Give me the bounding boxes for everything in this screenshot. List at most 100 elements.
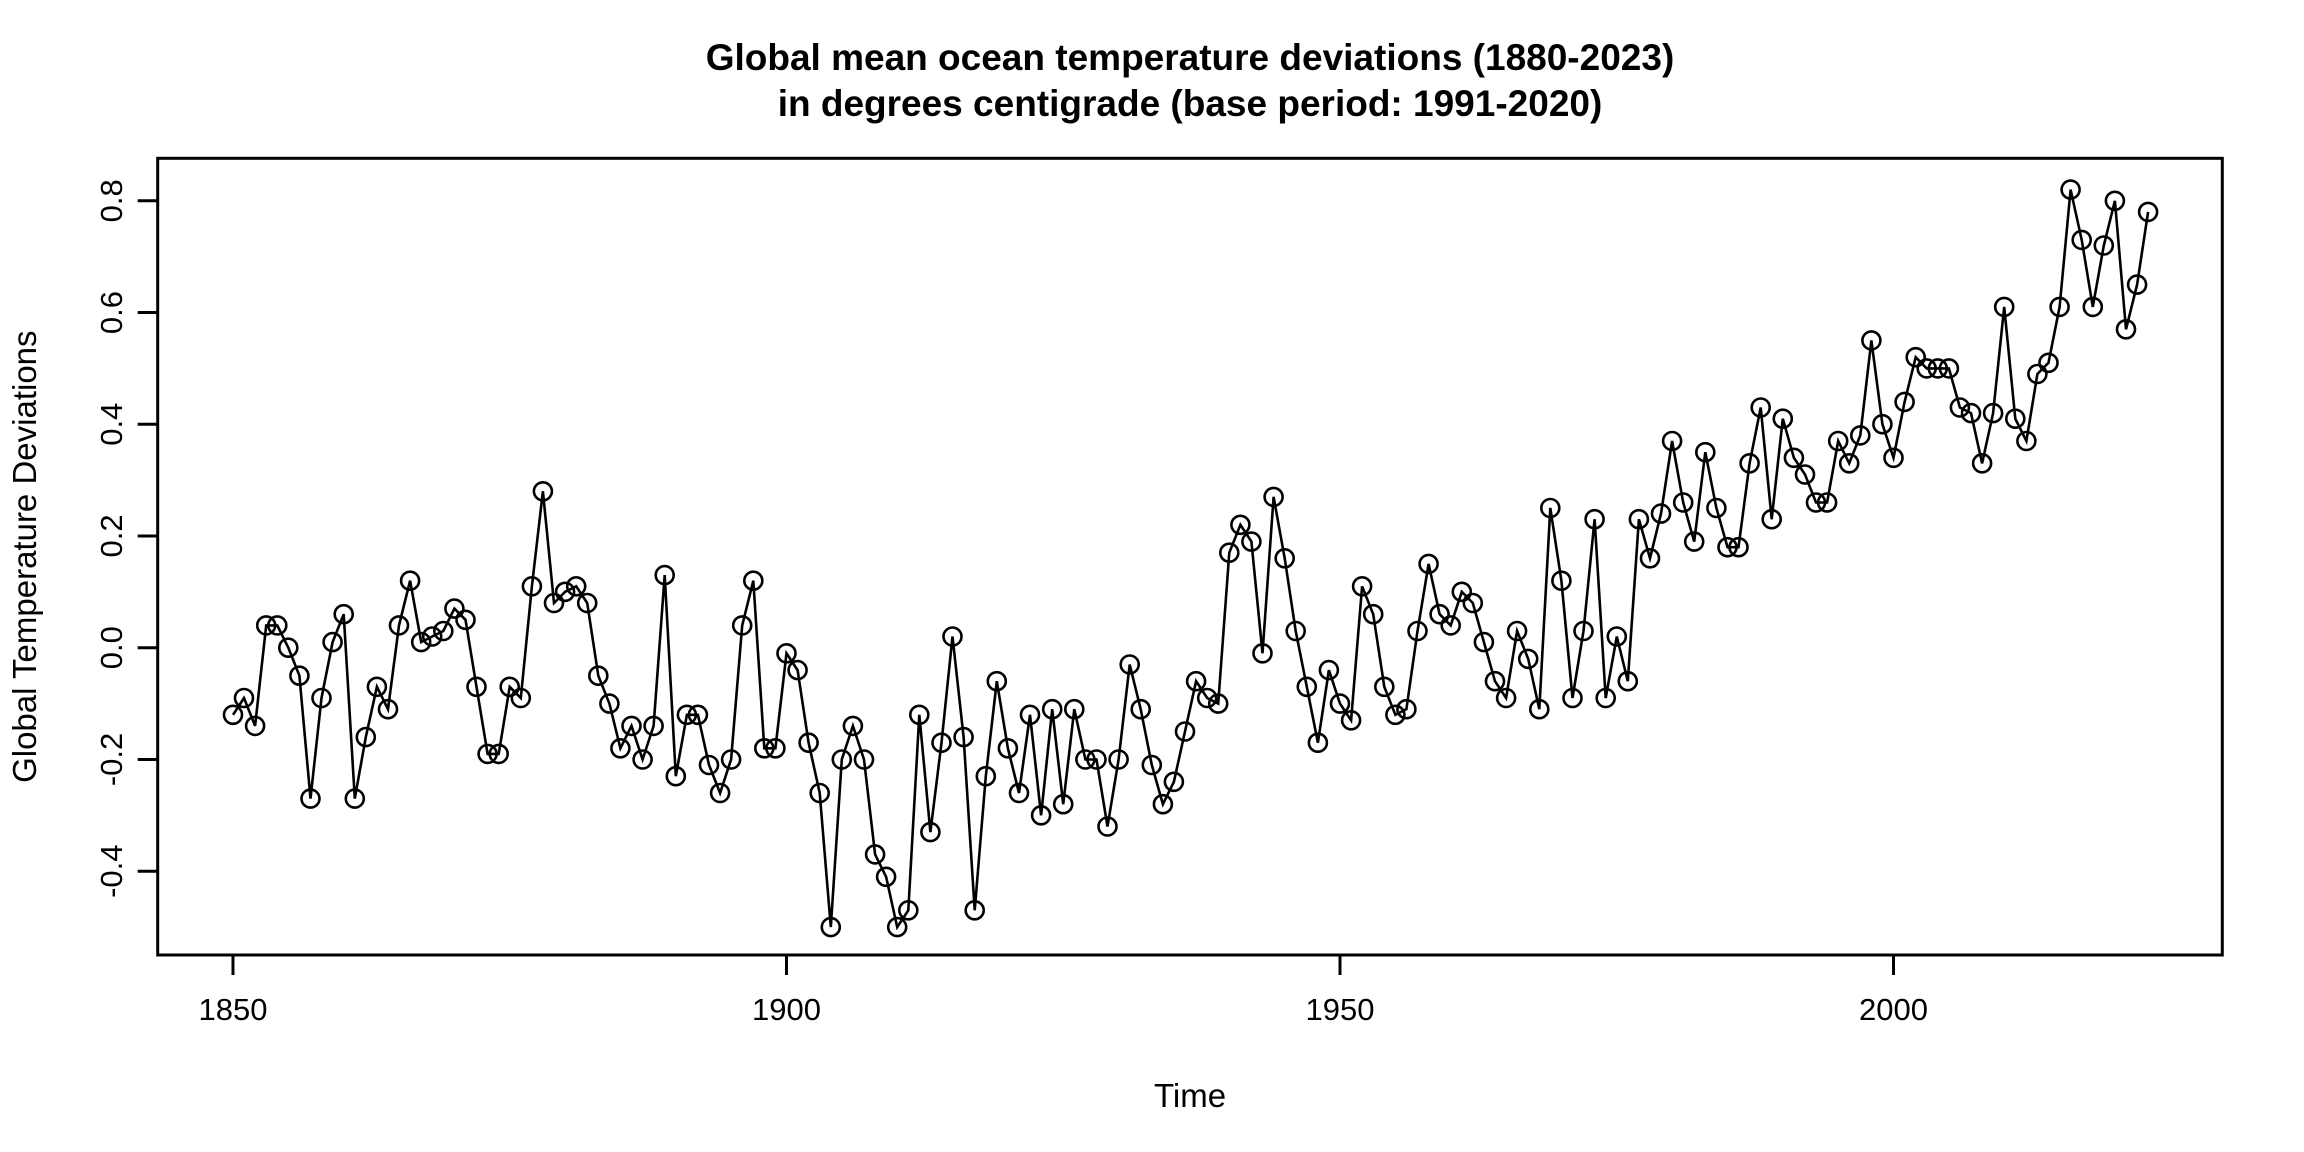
data-point xyxy=(289,665,310,687)
data-point xyxy=(432,620,454,642)
chart-title-line2: in degrees centigrade (base period: 1991… xyxy=(778,83,1603,124)
data-point xyxy=(897,899,919,921)
data-point xyxy=(1661,430,1683,452)
data-point xyxy=(255,615,277,636)
data-point xyxy=(366,676,388,698)
data-point xyxy=(532,480,554,502)
data-point xyxy=(1473,631,1495,653)
data-point xyxy=(2027,363,2048,385)
data-point xyxy=(842,715,864,737)
data-point xyxy=(266,615,288,636)
data-point xyxy=(1296,676,1318,698)
data-point xyxy=(698,754,720,776)
data-point xyxy=(1982,402,2004,424)
data-point xyxy=(1562,687,1583,709)
data-point xyxy=(820,916,842,938)
data-point xyxy=(643,715,664,737)
data-point xyxy=(455,609,476,631)
data-point xyxy=(565,575,587,597)
data-point xyxy=(1219,542,1240,564)
data-point xyxy=(377,698,399,720)
data-point xyxy=(1617,670,1639,692)
data-point xyxy=(2137,201,2159,223)
data-point xyxy=(1750,397,1771,418)
data-point xyxy=(886,916,908,938)
data-point xyxy=(1418,553,1439,575)
data-point xyxy=(2038,352,2059,374)
data-point xyxy=(1130,698,1151,720)
data-point xyxy=(1772,408,1794,430)
data-point xyxy=(543,592,565,614)
data-point xyxy=(798,732,819,754)
data-point xyxy=(1905,346,1926,368)
data-point xyxy=(908,704,930,726)
data-point xyxy=(2005,408,2026,430)
data-point xyxy=(1174,721,1196,742)
data-point xyxy=(1075,749,1096,770)
x-axis-tick-label: 1850 xyxy=(198,992,267,1027)
data-point xyxy=(621,715,642,737)
data-point xyxy=(355,726,377,748)
data-point xyxy=(1407,620,1428,642)
data-point xyxy=(1739,452,1760,474)
y-axis-tick-label: -0.2 xyxy=(94,733,129,786)
data-point xyxy=(1451,581,1473,603)
data-point xyxy=(1506,620,1528,642)
data-point xyxy=(488,743,510,765)
data-point xyxy=(1008,782,1030,804)
data-point xyxy=(599,693,620,714)
data-point xyxy=(300,788,321,809)
data-point xyxy=(1462,592,1484,614)
x-axis-tick-label: 2000 xyxy=(1859,992,1928,1027)
data-point xyxy=(2071,229,2092,251)
data-point xyxy=(2104,190,2126,212)
data-point xyxy=(1949,397,1971,418)
data-point xyxy=(1993,296,2015,318)
data-point xyxy=(1185,670,1207,692)
y-axis-tick-label: 0.0 xyxy=(94,626,129,669)
data-point xyxy=(831,749,853,770)
data-point xyxy=(1805,492,1827,513)
data-point xyxy=(477,743,498,765)
data-point xyxy=(1207,693,1229,714)
data-point xyxy=(233,687,255,709)
data-point xyxy=(2082,296,2104,318)
data-point xyxy=(1230,514,1251,536)
data-point xyxy=(875,866,897,888)
data-point xyxy=(410,631,432,653)
data-point xyxy=(1362,603,1384,625)
data-point xyxy=(964,899,986,921)
data-point xyxy=(2115,318,2137,340)
data-point xyxy=(2093,235,2115,256)
data-point xyxy=(1329,693,1351,714)
data-point xyxy=(2049,296,2070,318)
data-point xyxy=(665,765,687,787)
data-point xyxy=(765,737,786,759)
data-point xyxy=(720,749,742,770)
data-point xyxy=(1894,391,1915,413)
data-point xyxy=(277,637,299,659)
data-point xyxy=(2060,179,2081,200)
data-point xyxy=(399,570,421,592)
data-point xyxy=(776,642,797,664)
data-point xyxy=(997,737,1019,759)
data-point xyxy=(809,782,831,804)
data-point xyxy=(1540,497,1561,519)
data-point xyxy=(1119,654,1140,675)
data-point xyxy=(753,737,775,759)
data-point xyxy=(1086,749,1107,770)
data-point xyxy=(1440,615,1461,636)
data-point xyxy=(466,676,487,698)
data-point xyxy=(1064,698,1085,720)
data-point xyxy=(1717,536,1738,558)
data-point xyxy=(742,570,764,592)
x-axis-tick-label: 1950 xyxy=(1306,992,1375,1027)
data-point xyxy=(1850,425,1871,446)
plot-box xyxy=(156,156,2224,957)
data-point xyxy=(322,631,343,653)
data-point xyxy=(1728,536,1749,558)
data-point xyxy=(388,615,410,636)
chart-title-line1: Global mean ocean temperature deviations… xyxy=(706,37,1675,78)
